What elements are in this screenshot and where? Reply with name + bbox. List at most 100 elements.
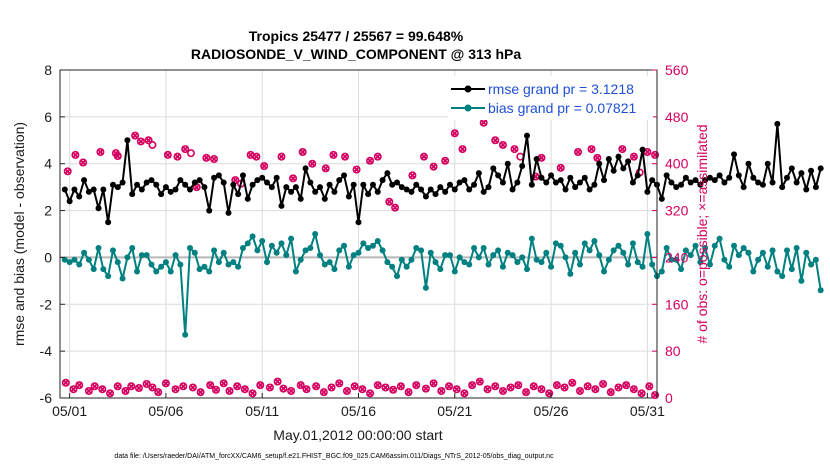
rmse-point (124, 137, 131, 144)
obs-assimilated-low-marker (460, 389, 468, 397)
bias-point (812, 256, 819, 263)
rmse-point (167, 188, 174, 195)
obs-possible-marker (144, 136, 153, 145)
bias-point (162, 259, 169, 266)
bias-point (76, 261, 83, 268)
bias-point (109, 247, 116, 254)
obs-possible-marker (163, 150, 172, 159)
rmse-point (548, 172, 555, 179)
x-tick-label: 05/11 (245, 403, 279, 419)
bias-point (475, 254, 482, 261)
rmse-point (495, 172, 502, 179)
rmse-point (711, 177, 718, 184)
bias-point (143, 252, 150, 259)
obs-assimilated-marker (260, 162, 268, 170)
obs-possible-low-marker (522, 388, 531, 397)
rmse-point (812, 184, 819, 191)
obs-possible-marker (629, 152, 638, 161)
y-tick-label-right: 0 (665, 390, 673, 406)
obs-possible-marker (352, 165, 361, 174)
obs-assimilated-marker (79, 159, 87, 166)
bias-point (572, 249, 579, 256)
bias-point (172, 252, 179, 259)
obs-possible-low-marker (468, 381, 477, 390)
obs-possible-low-marker (637, 389, 646, 398)
obs-assimilated-low-marker (287, 387, 295, 395)
obs-assimilated-low-marker (607, 388, 615, 396)
bias-point (783, 247, 790, 254)
rmse-point (312, 188, 319, 195)
bias-point (716, 235, 723, 242)
obs-assimilated-low-marker (568, 379, 576, 387)
obs-possible-marker (556, 163, 565, 172)
rmse-point (326, 181, 333, 188)
obs-possible-marker (136, 137, 145, 146)
obs-assimilated-low-marker (522, 388, 530, 396)
rmse-point (76, 193, 83, 200)
obs-possible-marker (510, 145, 519, 154)
bias-point (740, 245, 747, 252)
x-tick-label: 05/06 (148, 403, 183, 419)
bias-point (808, 261, 815, 268)
bias-point (259, 238, 266, 245)
rmse-point (803, 186, 810, 193)
obs-assimilated-low-marker (85, 387, 93, 395)
obs-possible-marker (186, 149, 195, 158)
rmse-point (109, 181, 116, 188)
rmse-point (702, 177, 709, 184)
rmse-point (95, 205, 102, 212)
rmse-point (471, 181, 478, 188)
rmse-point (422, 193, 429, 200)
obs-assimilated-marker (459, 145, 466, 153)
bias-point (639, 263, 646, 270)
obs-assimilated-low-marker (122, 387, 129, 395)
rmse-point (543, 179, 550, 186)
obs-assimilated-low-marker (154, 388, 162, 396)
bias-point (601, 268, 608, 275)
obs-assimilated-low-marker (389, 386, 397, 394)
obs-assimilated-low-marker (484, 385, 491, 393)
bias-point (509, 252, 516, 259)
rmse-point (567, 174, 574, 181)
obs-assimilated-low-marker (366, 389, 374, 397)
rmse-point (779, 184, 786, 191)
bias-point (365, 245, 372, 252)
bias-point (620, 249, 627, 256)
y-axis-label-left: rmse and bias (model - observation) (11, 122, 27, 346)
bias-point (81, 249, 88, 256)
bias-point (634, 259, 641, 266)
obs-possible-marker (321, 164, 330, 173)
rmse-point (398, 184, 405, 191)
bias-point (312, 231, 319, 237)
bias-point (490, 252, 497, 259)
obs-assimilated-low-marker (622, 381, 630, 389)
obs-assimilated-marker (308, 160, 316, 168)
obs-possible-low-marker (335, 379, 344, 388)
obs-assimilated-marker (278, 153, 285, 161)
bias-point (692, 242, 699, 249)
obs-assimilated-marker (420, 153, 428, 161)
bias-point (186, 245, 193, 252)
bias-point (519, 254, 526, 261)
obs-possible-marker (450, 129, 459, 138)
axis-ticks: 05/01 05/06 05/11 05/16 05/21 05/26 05/31 -6 -4 -… (40, 62, 689, 419)
bias-point (90, 266, 97, 273)
rmse-point (514, 179, 521, 186)
rmse-point (437, 184, 444, 191)
rmse-point (148, 177, 155, 184)
bias-point (302, 247, 309, 254)
obs-assimilated-marker (341, 153, 349, 161)
obs-assimilated-marker (441, 157, 449, 165)
rmse-point (586, 186, 593, 193)
bias-point (71, 256, 78, 263)
obs-assimilated-low-marker (179, 382, 187, 390)
x-tick-label: 05/26 (534, 403, 569, 419)
rmse-point (350, 181, 357, 188)
obs-possible-low-marker (342, 386, 351, 395)
rmse-point (341, 172, 348, 179)
obs-assimilated-marker (181, 145, 189, 153)
y-tick-label-right: 160 (665, 296, 689, 312)
rmse-point (644, 188, 651, 195)
bias-point (191, 249, 198, 256)
rmse-point (374, 188, 381, 195)
